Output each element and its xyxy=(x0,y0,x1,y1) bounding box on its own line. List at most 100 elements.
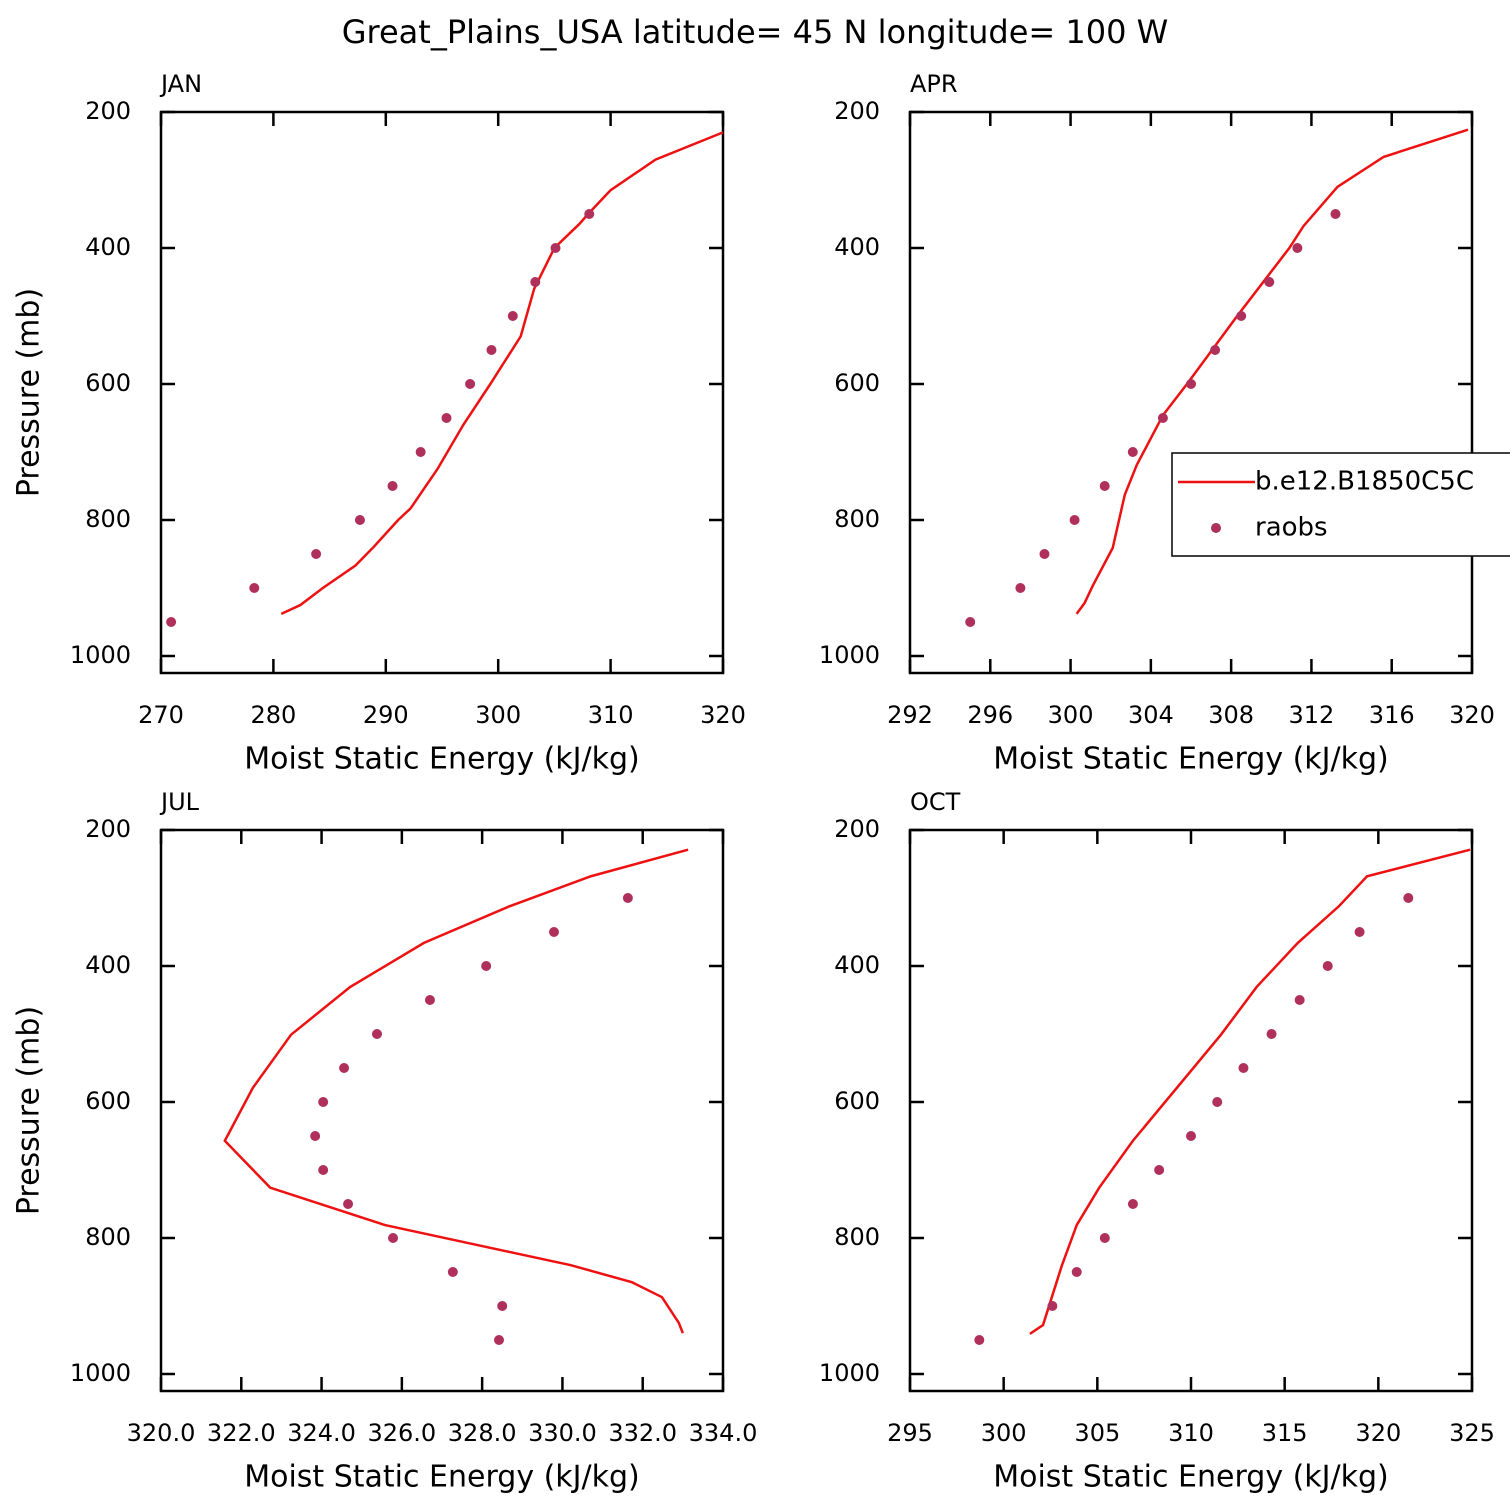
x-tick-label: 295 xyxy=(887,1419,933,1447)
obs-point xyxy=(1212,1097,1223,1107)
y-tick-label: 600 xyxy=(85,369,131,397)
x-tick-label: 320 xyxy=(700,701,746,729)
x-tick-label: 332.0 xyxy=(608,1419,677,1447)
obs-point xyxy=(249,583,260,593)
obs-point xyxy=(481,961,492,971)
legend-label: b.e12.B1850C5C xyxy=(1255,467,1474,497)
y-tick-label: 600 xyxy=(85,1087,131,1115)
y-tick-label: 1000 xyxy=(819,1359,880,1387)
x-tick-label: 270 xyxy=(138,701,184,729)
obs-point xyxy=(1039,549,1050,559)
x-tick-label: 325 xyxy=(1449,1419,1495,1447)
obs-point xyxy=(343,1199,354,1209)
profile-line xyxy=(223,848,689,1334)
y-tick-label: 800 xyxy=(834,505,880,533)
obs-point xyxy=(1186,1131,1196,1141)
x-axis-label: Moist Static Energy (kJ/kg) xyxy=(244,742,640,777)
x-tick-label: 305 xyxy=(1074,1419,1120,1447)
obs-point xyxy=(1403,893,1414,903)
obs-point xyxy=(1015,583,1026,593)
obs-point xyxy=(424,995,435,1005)
x-tick-label: 308 xyxy=(1208,701,1254,729)
x-axis-label: Moist Static Energy (kJ/kg) xyxy=(993,742,1389,777)
obs-point xyxy=(354,515,365,525)
panel-title: APR xyxy=(910,70,958,98)
x-tick-label: 315 xyxy=(1262,1419,1308,1447)
x-tick-label: 320.0 xyxy=(127,1419,196,1447)
obs-point xyxy=(415,447,426,457)
y-axis-label: Pressure (mb) xyxy=(12,1006,47,1215)
x-tick-label: 300 xyxy=(981,1419,1027,1447)
panel: OCT 295 300 305 310 315 320 325 200 400 600 800 1000… xyxy=(819,788,1495,1495)
obs-point xyxy=(447,1267,458,1277)
obs-point xyxy=(310,1131,321,1141)
y-tick-label: 400 xyxy=(85,233,131,261)
y-tick-label: 1000 xyxy=(70,641,131,669)
obs-point xyxy=(441,413,452,423)
x-tick-label: 324.0 xyxy=(287,1419,356,1447)
obs-point xyxy=(1264,277,1275,287)
obs-point xyxy=(311,549,322,559)
obs-point xyxy=(1322,961,1333,971)
obs-point xyxy=(1154,1165,1165,1175)
x-tick-label: 310 xyxy=(588,701,634,729)
x-tick-label: 328.0 xyxy=(448,1419,517,1447)
obs-point xyxy=(530,277,541,287)
profile-line xyxy=(1029,848,1471,1335)
panel-title: JAN xyxy=(159,70,202,98)
obs-point xyxy=(1236,311,1247,321)
obs-point xyxy=(1047,1301,1058,1311)
obs-point xyxy=(548,927,559,937)
panel-title: JUL xyxy=(159,788,200,816)
figure-title: Great_Plains_USA latitude= 45 N longitud… xyxy=(342,13,1169,51)
obs-point xyxy=(965,617,976,627)
legend-box xyxy=(1171,452,1510,557)
legend-swatch xyxy=(1211,523,1221,533)
x-tick-label: 330.0 xyxy=(528,1419,597,1447)
x-tick-label: 296 xyxy=(967,701,1013,729)
y-tick-label: 600 xyxy=(834,369,880,397)
x-tick-label: 290 xyxy=(363,701,409,729)
obs-point xyxy=(1210,345,1221,355)
x-axis-label: Moist Static Energy (kJ/kg) xyxy=(993,1460,1389,1495)
x-tick-label: 310 xyxy=(1168,1419,1214,1447)
x-tick-label: 316 xyxy=(1369,701,1415,729)
obs-point xyxy=(584,209,595,219)
y-tick-label: 600 xyxy=(834,1087,880,1115)
x-tick-label: 320 xyxy=(1449,701,1495,729)
x-tick-label: 280 xyxy=(250,701,296,729)
obs-point xyxy=(1069,515,1080,525)
plot-frame xyxy=(159,110,725,675)
y-tick-label: 200 xyxy=(834,97,880,125)
x-tick-label: 300 xyxy=(1048,701,1094,729)
y-tick-label: 200 xyxy=(85,97,131,125)
obs-point xyxy=(1157,413,1168,423)
panel: APR 292 296 300 304 308 312 316 320 200 400 600 800 1… xyxy=(819,70,1510,777)
x-tick-label: 322.0 xyxy=(207,1419,276,1447)
obs-point xyxy=(465,379,476,389)
panel: JAN 270 280 290 300 310 320 200 400 600 800 1000 Moi… xyxy=(12,70,746,777)
x-tick-label: 300 xyxy=(475,701,521,729)
plot-frame xyxy=(159,828,725,1393)
obs-point xyxy=(318,1097,329,1107)
y-tick-label: 800 xyxy=(85,1223,131,1251)
obs-point xyxy=(1266,1029,1277,1039)
x-axis-label: Moist Static Energy (kJ/kg) xyxy=(244,1460,640,1495)
y-tick-label: 400 xyxy=(834,233,880,261)
profile-line xyxy=(280,131,724,615)
y-tick-label: 400 xyxy=(85,951,131,979)
obs-point xyxy=(1330,209,1341,219)
y-tick-label: 1000 xyxy=(819,641,880,669)
plot-frame xyxy=(908,110,1474,675)
obs-point xyxy=(486,345,497,355)
legend-label: raobs xyxy=(1255,513,1328,543)
obs-point xyxy=(371,1029,382,1039)
obs-point xyxy=(318,1165,329,1175)
obs-point xyxy=(1099,1233,1110,1243)
obs-point xyxy=(1354,927,1365,937)
y-axis-label: Pressure (mb) xyxy=(12,288,47,497)
y-tick-label: 200 xyxy=(85,815,131,843)
obs-point xyxy=(1186,379,1196,389)
